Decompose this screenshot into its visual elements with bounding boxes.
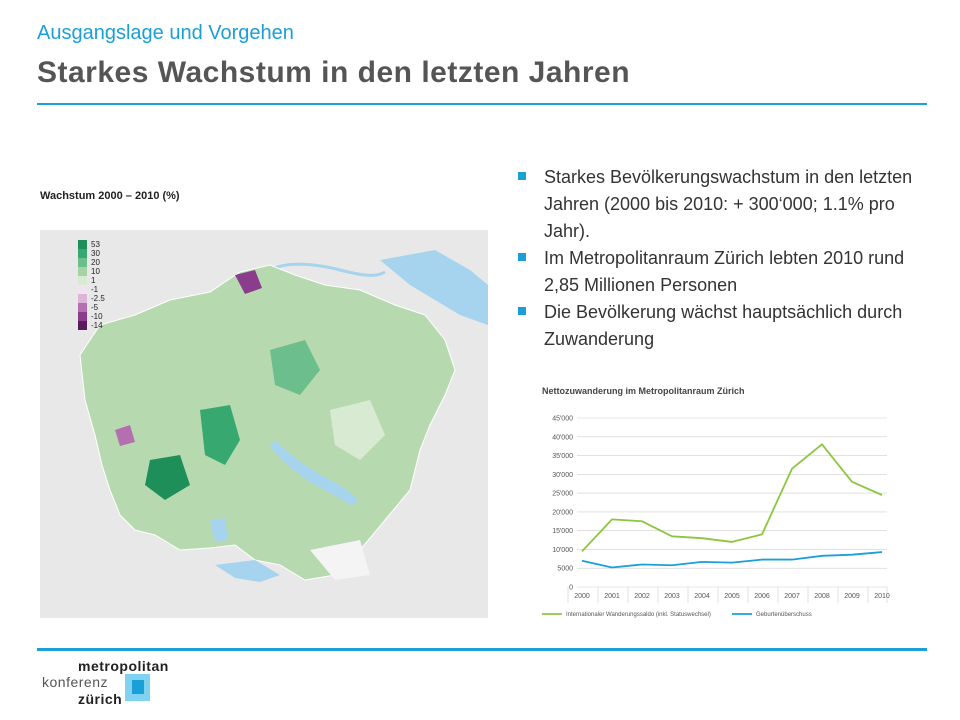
bullet-item: Im Metropolitanraum Zürich lebten 2010 r… [515, 245, 915, 299]
legend-label: 1 [91, 276, 96, 285]
legend-label: 10 [91, 267, 100, 276]
y-tick-label: 30'000 [552, 472, 573, 479]
page-subtitle: Ausgangslage und Vorgehen [37, 22, 294, 44]
region-green-light [330, 400, 385, 460]
legend-label: -2.5 [91, 294, 105, 303]
chart-title: Nettozuwanderung im Metropolitanraum Zür… [542, 386, 745, 396]
logo-square-inner-icon [132, 680, 144, 694]
region-green-mid [270, 340, 320, 395]
x-tick-label: 2007 [784, 593, 800, 600]
series-line-1 [581, 551, 883, 569]
legend-swatch [78, 285, 87, 294]
series-line-0 [581, 443, 883, 552]
legend-entry: -1 [78, 285, 105, 294]
lake-zurich [270, 440, 358, 506]
legend-label: 30 [91, 249, 100, 258]
lake-constance [380, 250, 488, 325]
bullet-item: Die Bevölkerung wächst hauptsächlich dur… [515, 299, 915, 353]
bullet-item: Starkes Bevölkerungswachstum in den letz… [515, 164, 915, 245]
logo-text-konferenz: konferenz [42, 674, 108, 690]
x-tick-label: 2008 [814, 593, 830, 600]
logo-text-metropolitan: metropolitan [78, 658, 169, 674]
y-tick-label: 20'000 [552, 509, 573, 516]
bullet-square-icon [518, 253, 526, 261]
region-outline [79, 264, 456, 581]
legend-entry: 53 [78, 240, 105, 249]
bullet-square-icon [518, 307, 526, 315]
region-green-dark [200, 405, 240, 465]
region-green-dark-2 [145, 455, 190, 500]
legend-entry: -10 [78, 312, 105, 321]
page-title: Starkes Wachstum in den letzten Jahren [37, 56, 631, 89]
metropolitankonferenz-logo: metropolitan konferenz zürich [40, 658, 200, 710]
logo-text-zurich: zürich [78, 691, 123, 707]
y-tick-label: 0 [569, 585, 573, 592]
legend-swatch [78, 321, 87, 330]
y-tick-label: 45'000 [552, 416, 573, 423]
legend-swatch [78, 240, 87, 249]
map-title: Wachstum 2000 – 2010 (%) [40, 190, 180, 202]
x-tick-label: 2009 [844, 593, 860, 600]
bullet-text: Im Metropolitanraum Zürich lebten 2010 r… [544, 248, 905, 295]
x-tick-label: 2004 [694, 593, 710, 600]
legend-label: -14 [91, 321, 103, 330]
legend-label: -1 [91, 285, 99, 294]
legend-swatch [78, 294, 87, 303]
growth-map-panel: Wachstum 2000 – 2010 (%) 53 30 20 10 1 -1 -2.5… [40, 190, 488, 618]
legend-swatch [78, 258, 87, 267]
title-divider [37, 103, 927, 105]
grey-area [310, 540, 370, 580]
x-tick-label: 2005 [724, 593, 740, 600]
legend-swatch [78, 267, 87, 276]
legend-label: 53 [91, 240, 100, 249]
legend-swatch [78, 276, 87, 285]
bullet-list: Starkes Bevölkerungswachstum in den letz… [515, 164, 915, 353]
x-tick-label: 2002 [634, 593, 650, 600]
x-tick-label: 2001 [604, 593, 620, 600]
lake-lucerne [215, 560, 280, 582]
x-tick-label: 2003 [664, 593, 680, 600]
x-tick-label: 2000 [574, 593, 590, 600]
bullet-text: Starkes Bevölkerungswachstum in den letz… [544, 167, 913, 241]
legend-label: Geburtenüberschuss [756, 612, 812, 618]
legend-swatch [78, 303, 87, 312]
legend-entry: 10 [78, 267, 105, 276]
region-purple [235, 270, 262, 294]
legend-entry: -2.5 [78, 294, 105, 303]
region-purple-2 [115, 425, 135, 446]
legend-swatch [78, 312, 87, 321]
legend-entry: -5 [78, 303, 105, 312]
legend-entry: 20 [78, 258, 105, 267]
legend-label: Internationaler Wanderungssaldo (inkl. S… [566, 612, 711, 618]
legend-label: 20 [91, 258, 100, 267]
bullet-square-icon [518, 172, 526, 180]
legend-label: -5 [91, 303, 99, 312]
y-tick-label: 25'000 [552, 491, 573, 498]
growth-map [40, 230, 488, 618]
legend-entry: -14 [78, 321, 105, 330]
map-legend: 53 30 20 10 1 -1 -2.5 -5 -10 -14 [78, 240, 105, 330]
x-tick-label: 2010 [874, 593, 890, 600]
lake-zug [210, 518, 228, 542]
x-tick-label: 2006 [754, 593, 770, 600]
y-tick-label: 5000 [557, 566, 573, 573]
rhine-river [269, 262, 386, 277]
y-tick-label: 15'000 [552, 528, 573, 535]
y-tick-label: 35'000 [552, 453, 573, 460]
migration-line-chart: Nettozuwanderung im Metropolitanraum Zür… [542, 386, 890, 618]
legend-entry: 30 [78, 249, 105, 258]
legend-swatch [78, 249, 87, 258]
y-tick-label: 40'000 [552, 434, 573, 441]
y-tick-label: 10'000 [552, 547, 573, 554]
legend-label: -10 [91, 312, 103, 321]
bullet-text: Die Bevölkerung wächst hauptsächlich dur… [544, 302, 903, 349]
footer-divider [37, 648, 927, 651]
legend-entry: 1 [78, 276, 105, 285]
